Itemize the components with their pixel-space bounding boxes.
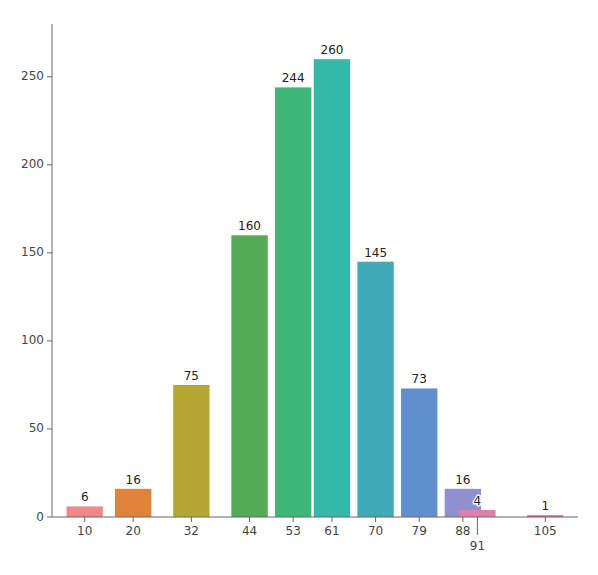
y-tick-label: 250 [21,69,44,83]
y-tick-label: 50 [29,421,44,435]
y-axis-line [52,24,53,517]
y-tick-label: 100 [21,333,44,347]
chart: 0501001502002501020324453617079889110561… [0,0,598,575]
y-tick [47,517,52,518]
y-tick-label: 150 [21,245,44,259]
data-label: 6 [81,490,89,504]
x-tick [419,517,420,522]
bar [115,489,151,517]
x-tick [477,517,478,535]
x-tick [545,517,546,522]
x-tick-label: 10 [77,524,92,538]
data-label: 16 [126,473,141,487]
x-tick-label: 70 [368,524,383,538]
y-tick [47,340,52,341]
y-tick [47,76,52,77]
data-label: 75 [184,369,199,383]
x-tick-label: 61 [324,524,339,538]
y-tick-label: 0 [36,510,44,524]
x-tick-label: 79 [412,524,427,538]
bar [357,262,393,517]
x-tick [133,517,134,522]
y-tick-label: 200 [21,157,44,171]
x-tick [462,517,463,522]
y-tick [47,428,52,429]
x-tick [375,517,376,522]
x-tick [191,517,192,522]
bar [173,385,209,517]
data-label: 244 [282,71,305,85]
x-tick [84,517,85,522]
x-tick-label: 105 [534,524,557,538]
x-tick [293,517,294,522]
x-tick [249,517,250,522]
x-tick [331,517,332,522]
bar [275,87,311,517]
x-tick-label: 20 [126,524,141,538]
x-tick-label: 88 [455,524,470,538]
data-label: 145 [364,246,387,260]
data-label: 260 [321,43,344,57]
bars [67,59,564,517]
x-tick-label: 91 [470,539,485,553]
data-label: 16 [455,473,470,487]
x-axis-line [52,517,578,518]
x-tick-label: 32 [184,524,199,538]
bar [231,235,267,517]
x-tick-label: 44 [242,524,257,538]
data-label: 73 [412,372,427,386]
data-label: 160 [238,219,261,233]
x-tick-label: 53 [286,524,301,538]
bar [314,59,350,517]
data-label: 1 [541,499,549,513]
bar [459,510,495,517]
y-tick [47,252,52,253]
bar [401,388,437,517]
data-label: 4 [474,494,482,508]
y-tick [47,164,52,165]
bar [67,506,103,517]
